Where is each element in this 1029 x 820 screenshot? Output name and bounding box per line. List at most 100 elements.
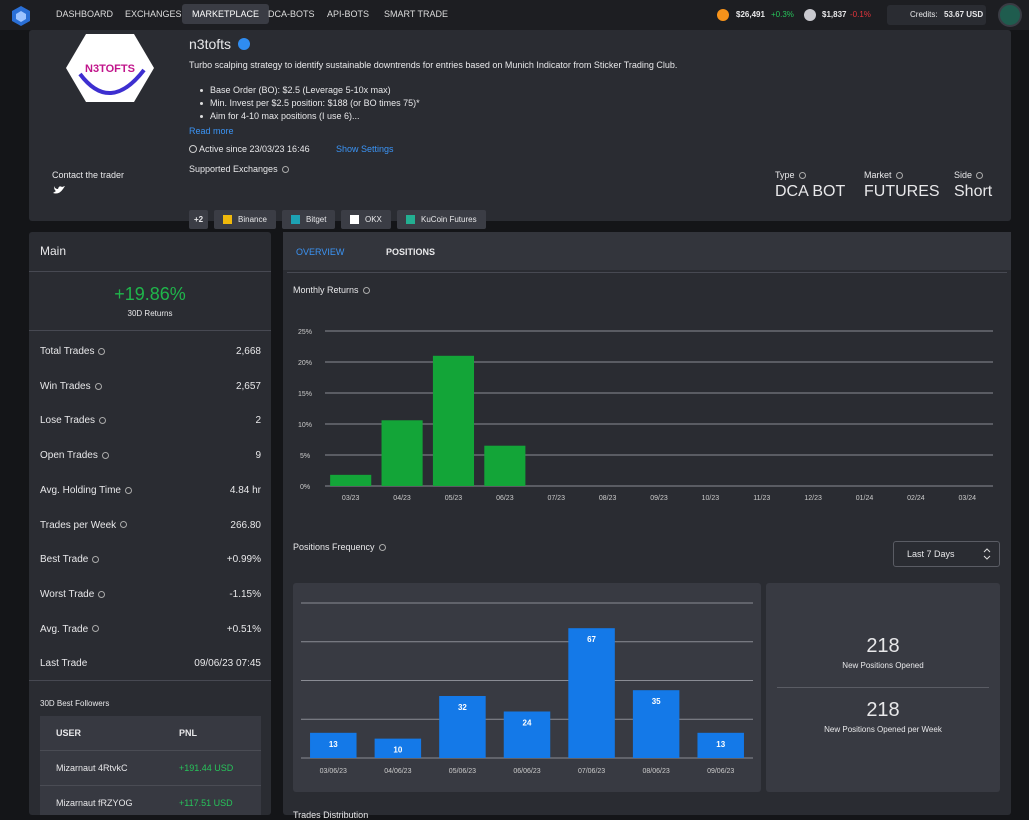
nav-item[interactable]: SMART TRADE (384, 9, 449, 19)
twitter-icon[interactable] (53, 185, 65, 195)
x-tick-label: 08/06/23 (643, 768, 670, 775)
x-tick-label: 11/23 (753, 495, 770, 502)
exchange-tag[interactable]: KuCoin Futures (397, 210, 486, 229)
stat-label: Win Trades (40, 381, 102, 392)
stat-row: Open Trades 9 (29, 437, 271, 471)
bar (374, 738, 422, 758)
stat-label: Avg. Holding Time (40, 485, 132, 496)
attribute-value: Short (954, 183, 993, 200)
tab-bar (283, 232, 1011, 270)
stat-row: Worst Trade -1.15% (29, 576, 271, 610)
exchange-tag[interactable]: Binance (214, 210, 276, 229)
x-tick-label: 04/06/23 (384, 768, 411, 775)
follower-name: Mizarnaut fRZYOG (56, 798, 133, 808)
exchanges-label: Supported Exchanges (189, 164, 289, 174)
bar (697, 732, 744, 758)
attribute-value: FUTURES (864, 183, 940, 200)
show-settings[interactable]: Show Settings (336, 144, 394, 154)
stat-value: +0.51% (226, 623, 261, 635)
x-tick-label: 05/23 (445, 495, 463, 502)
divider (287, 272, 1007, 273)
divider (777, 687, 989, 688)
bar (632, 690, 680, 758)
exchange-tag[interactable]: OKX (341, 210, 391, 229)
x-tick-label: 07/23 (547, 495, 565, 502)
nav-item[interactable]: DASHBOARD (56, 9, 114, 19)
y-tick-label: 15% (298, 391, 312, 398)
main-title: Main (40, 244, 67, 258)
bar (484, 445, 526, 486)
nav-item[interactable]: EXCHANGES (125, 9, 182, 19)
followers-title: 30D Best Followers (40, 699, 110, 708)
credits-box[interactable] (887, 5, 986, 25)
exchange-icon (350, 215, 359, 224)
x-tick-label: 06/06/23 (513, 768, 540, 775)
stat-value: 2,668 (235, 346, 261, 357)
stat-row: Trades per Week 266.80 (29, 507, 271, 541)
attribute-label: Type (775, 170, 806, 180)
x-tick-label: 04/23 (393, 495, 411, 502)
stat-row: Best Trade +0.99% (29, 541, 271, 575)
x-tick-label: 03/06/23 (320, 768, 347, 775)
stat-row: Win Trades 2,657 (29, 368, 271, 402)
stat-row: Avg. Trade +0.51% (29, 611, 271, 645)
nav-item[interactable]: DCA-BOTS (268, 9, 315, 19)
exchange-icon (406, 215, 415, 224)
avatar[interactable] (998, 3, 1022, 27)
logo-text: N3TOFTS (85, 63, 135, 75)
data-label: 13 (716, 740, 725, 749)
stat-label: Trades per Week (40, 520, 128, 531)
table-header: USER (56, 728, 82, 738)
trader-name: n3tofts (189, 36, 232, 52)
trader-logo: N3TOFTS (66, 34, 154, 102)
stat-value: 2 (255, 415, 261, 427)
y-tick-label: 25% (298, 329, 312, 336)
bullet-dot (200, 102, 203, 105)
range-select[interactable] (893, 541, 1000, 567)
returns: +19.86% (114, 284, 186, 304)
x-tick-label: 06/23 (496, 495, 514, 502)
bar (503, 711, 551, 758)
tab[interactable]: POSITIONS (386, 247, 436, 257)
data-label: 10 (393, 746, 402, 755)
range-value[interactable]: Last 7 Days (907, 549, 955, 559)
y-tick-label: 20% (298, 360, 312, 367)
ticker-change: +0.3% (771, 10, 794, 19)
main-panel: Main +19.86% 30D Returns 30D Best Follow… (29, 232, 271, 815)
ticker-change: -0.1% (850, 10, 871, 19)
data-label: 35 (652, 697, 661, 706)
x-tick-label: 09/23 (650, 495, 668, 502)
coin-icon (717, 9, 729, 21)
stat-value: 09/06/23 07:45 (194, 658, 261, 670)
stat-label: Total Trades (40, 346, 106, 357)
read-more[interactable]: Read more (189, 126, 234, 136)
stat-label: Open Trades (40, 450, 109, 461)
chart: 03/06/23 13 04/06/23 10 05/06/23 32 06/06/23 24… (301, 602, 753, 775)
overview-panel: Last 7 Days Trades Distribution OVERVIEW… (283, 232, 1011, 820)
nav-item[interactable]: API-BOTS (327, 9, 370, 19)
bullet: Aim for 4-10 max positions (I use 6)... (210, 111, 360, 121)
chart-title: Monthly Returns (293, 285, 370, 295)
bar (568, 628, 615, 758)
follower-pnl: +117.51 USD (179, 798, 233, 808)
x-tick-label: 01/24 (856, 495, 874, 502)
stat-label: Last Trade (40, 658, 88, 670)
nav-item[interactable]: MARKETPLACE (182, 4, 270, 24)
chart: 0% 5% 10% 15% 20% 25% 03/23 04/23 05/23 06/23 07/2… (298, 329, 993, 502)
tab[interactable]: OVERVIEW (296, 247, 345, 257)
exchange-tag[interactable]: +2 (189, 210, 209, 229)
contact-label: Contact the trader (52, 170, 125, 180)
divider (29, 330, 271, 331)
table-header: PNL (179, 728, 197, 738)
verified-badge (238, 38, 250, 50)
description: Turbo scalping strategy to identify sust… (189, 60, 678, 70)
divider (29, 271, 271, 272)
bar (381, 420, 423, 486)
logo[interactable] (10, 5, 32, 27)
stat-value: 4.84 hr (229, 484, 261, 496)
exchange-tag[interactable]: Bitget (282, 210, 336, 229)
stat-label: Worst Trade (40, 589, 106, 600)
select-arrows (983, 548, 991, 560)
y-tick-label: 0% (300, 484, 310, 491)
x-tick-label: 03/24 (959, 495, 977, 502)
